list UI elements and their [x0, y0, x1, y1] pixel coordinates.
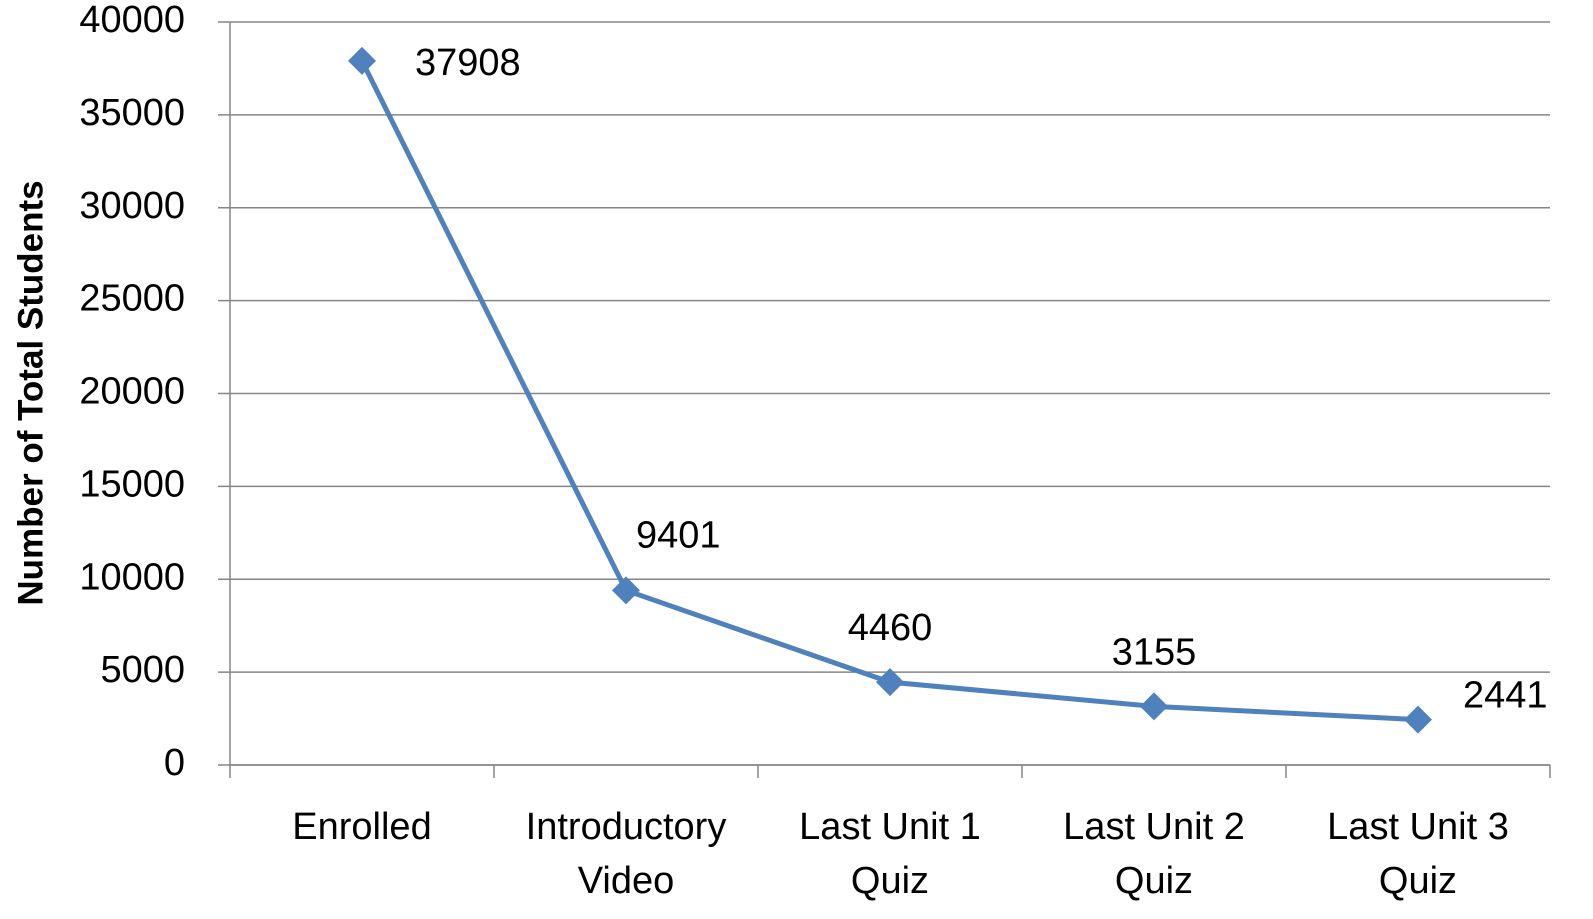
x-tick-label: Last Unit 3 Quiz	[1327, 806, 1509, 902]
y-tick-label: 0	[164, 742, 185, 784]
y-axis-title: Number of Total Students	[11, 180, 50, 605]
y-tick-label: 5000	[100, 649, 185, 691]
marker	[1140, 692, 1168, 721]
marker	[348, 46, 376, 75]
data-label: 4460	[848, 607, 933, 649]
data-label: 2441	[1463, 675, 1548, 717]
x-tick-label: Last Unit 1 Quiz	[799, 806, 981, 902]
marker	[1404, 705, 1432, 734]
y-tick-label: 35000	[79, 92, 185, 134]
x-tick-label: Enrolled	[292, 806, 432, 848]
marker	[612, 576, 640, 605]
data-label: 37908	[415, 42, 521, 84]
x-tick-label: Last Unit 2 Quiz	[1063, 806, 1245, 902]
y-tick-label: 15000	[79, 463, 185, 505]
y-tick-label: 25000	[79, 278, 185, 320]
y-tick-label: 10000	[79, 556, 185, 598]
y-tick-label: 40000	[79, 0, 185, 41]
data-label: 3155	[1112, 631, 1197, 673]
data-label: 9401	[636, 514, 721, 556]
marker	[876, 668, 904, 697]
y-tick-label: 20000	[79, 371, 185, 413]
x-tick-label: Introductory Video	[525, 806, 727, 902]
y-tick-label: 30000	[79, 185, 185, 227]
